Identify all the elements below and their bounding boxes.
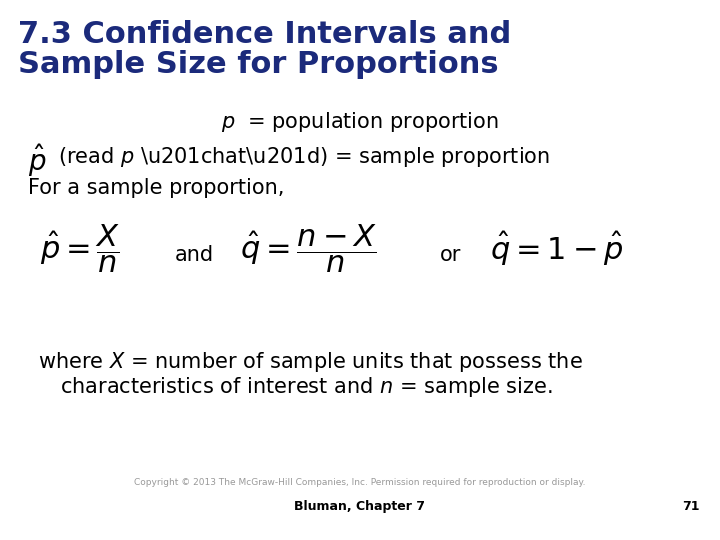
Text: and: and — [175, 245, 214, 265]
Text: $\hat{p} = \dfrac{X}{n}$: $\hat{p} = \dfrac{X}{n}$ — [40, 222, 120, 274]
Text: $\hat{p}$: $\hat{p}$ — [28, 142, 46, 179]
Text: $p$  = population proportion: $p$ = population proportion — [221, 110, 499, 134]
Text: $\hat{q} = 1 - \hat{p}$: $\hat{q} = 1 - \hat{p}$ — [490, 230, 624, 268]
Text: where $X$ = number of sample units that possess the: where $X$ = number of sample units that … — [38, 350, 582, 374]
Text: 71: 71 — [683, 500, 700, 513]
Text: Sample Size for Proportions: Sample Size for Proportions — [18, 50, 499, 79]
Text: $\hat{q} = \dfrac{n-X}{n}$: $\hat{q} = \dfrac{n-X}{n}$ — [240, 222, 377, 274]
Text: Bluman, Chapter 7: Bluman, Chapter 7 — [294, 500, 426, 513]
Text: 7.3 Confidence Intervals and: 7.3 Confidence Intervals and — [18, 20, 511, 49]
Text: For a sample proportion,: For a sample proportion, — [28, 178, 284, 198]
Text: or: or — [440, 245, 462, 265]
Text: characteristics of interest and $n$ = sample size.: characteristics of interest and $n$ = sa… — [60, 375, 553, 399]
Text: (read $p$ \u201chat\u201d) = sample proportion: (read $p$ \u201chat\u201d) = sample prop… — [58, 145, 550, 169]
Text: Copyright © 2013 The McGraw-Hill Companies, Inc. Permission required for reprodu: Copyright © 2013 The McGraw-Hill Compani… — [134, 478, 586, 487]
